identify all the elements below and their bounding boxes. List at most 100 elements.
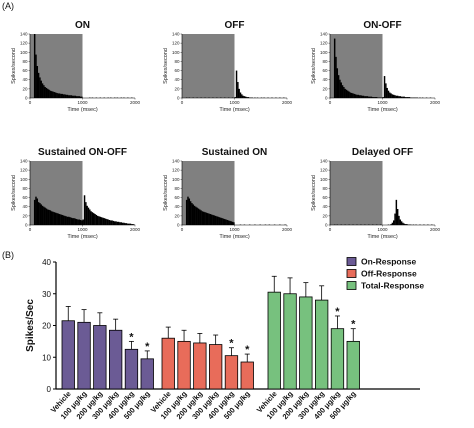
legend-swatch [346,281,357,290]
bar [299,296,313,390]
histogram-bar [375,97,378,98]
histogram-bar [62,215,65,225]
histogram-bar [47,209,49,225]
panel-a-label: (A) [2,1,14,11]
histogram-bar [208,213,210,225]
y-tick-label: 40 [322,204,328,209]
histogram-bar [206,213,209,225]
histogram-bar [400,96,403,98]
y-tick-label: 100 [172,177,180,182]
histogram-bar [340,82,342,98]
histogram-bar [48,89,50,98]
histogram-bar [226,219,229,225]
y-tick-label: 40 [174,204,180,209]
histogram-bar [81,220,83,225]
y-axis-label: Spikes/second [311,48,317,84]
histogram-bar [197,208,200,225]
psth-panel: Sustained ON-OFF 0 20 40 60 80 100 120 140 0 1000 2… [11,147,141,240]
histogram-bar [43,85,45,98]
histogram-bar [227,220,230,225]
bar [240,361,254,390]
histogram-bar [77,219,79,225]
histogram-bar [403,96,405,98]
histogram-bar [391,94,394,98]
histogram-bar [354,94,357,98]
histogram-bar [102,217,104,225]
x-tick-label: 1000 [229,227,240,232]
psth-panel: ON-OFF 0 20 40 60 80 100 120 140 0 1000 2000 Time (m… [311,20,441,113]
x-axis-label: Time (msec) [367,234,398,240]
y-tick-label: 20 [22,86,28,91]
histogram-bar [394,213,396,225]
histogram-bar [93,213,95,225]
histogram-bar [79,96,82,98]
x-tick-label: 0 [329,100,332,105]
histogram-bar [345,89,348,98]
histogram-bar [398,96,400,98]
histogram-bar [404,224,407,225]
histogram-bar [100,217,103,225]
y-tick-label: 20 [322,86,328,91]
panel-b-label: (B) [2,250,14,260]
histogram-bar [204,212,206,225]
bar [140,358,154,390]
histogram-bar [47,88,49,98]
histogram-bar [98,216,100,225]
histogram-bar [64,215,66,225]
y-tick-label: 80 [22,186,28,191]
significance-marker: * [129,331,134,343]
y-tick-label: 20 [174,86,180,91]
histogram-bar [370,96,373,98]
y-axis-label: Spikes/second [11,48,17,84]
x-tick-label: 1000 [77,100,88,105]
bar [283,293,297,390]
histogram-bar [393,94,395,98]
psth-panel: OFF 0 20 40 60 80 100 120 140 0 1000 2000 Time (msec… [163,20,293,113]
histogram-bar [39,203,41,225]
histogram-bar [239,92,242,98]
histogram-bar [245,96,247,98]
histogram-bar [349,92,352,98]
histogram-bar [353,93,356,98]
histogram-bar [51,211,53,225]
histogram-bar [396,95,399,98]
y-tick-label: 40 [42,258,51,267]
y-tick-label: 140 [320,32,328,37]
legend-label: On-Response [361,257,417,267]
histogram-bar [68,95,70,98]
bar [224,355,239,390]
y-tick-label: 120 [20,168,28,173]
y-tick-label: 120 [320,168,328,173]
y-tick-label: 100 [20,50,28,55]
histogram-bar [382,97,384,98]
histogram-bar [121,222,124,225]
histogram-bar [193,205,196,225]
histogram-bar [66,94,69,98]
bar [193,342,207,390]
x-tick-label: 1000 [229,100,240,105]
histogram-bar [52,91,54,98]
histogram-bar [386,87,388,98]
histogram-bar [395,95,398,98]
x-tick-label: 2000 [430,100,441,105]
y-tick-label: 40 [174,77,180,82]
histogram-bar [241,94,243,98]
histogram-bar [117,221,120,225]
x-axis-label: Time (msec) [219,234,250,240]
histogram-bar [72,218,74,225]
histogram-bar [199,209,201,225]
histogram-bar [49,210,52,225]
histogram-bar [191,203,193,225]
y-axis-label: Spikes/second [11,175,17,211]
x-tick-label: 1000 [377,100,388,105]
histogram-bar [217,216,219,225]
histogram-bar [343,87,345,98]
histogram-bar [35,54,37,98]
histogram-bar [390,93,392,98]
x-tick-label: 0 [29,227,32,232]
histogram-bar [212,214,214,225]
histogram-bar [335,56,337,98]
panel-title: Sustained ON [202,147,268,158]
x-tick-label: 2000 [130,100,141,105]
histogram-bar [196,207,198,225]
